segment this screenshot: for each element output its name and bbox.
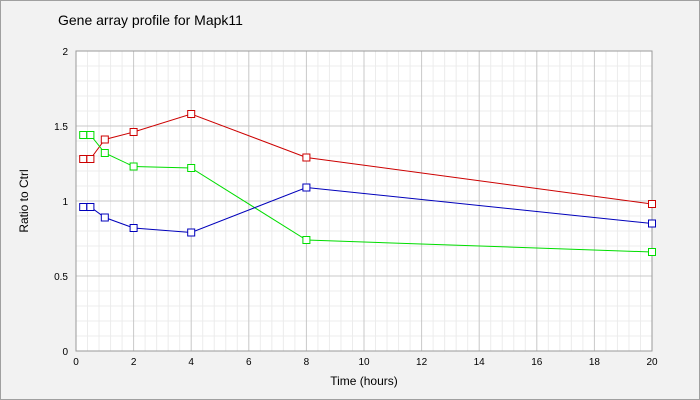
data-point-marker (129, 162, 138, 171)
data-point-marker (648, 200, 656, 208)
x-tick-label: 10 (358, 357, 370, 368)
data-point-marker (187, 110, 196, 118)
data-point-marker (100, 213, 109, 222)
x-tick-label: 6 (246, 357, 252, 368)
data-point-marker (129, 224, 138, 232)
data-point-marker (79, 203, 88, 211)
y-tick-label: 1 (62, 197, 68, 208)
data-point-marker (79, 131, 88, 139)
data-point-marker (86, 155, 95, 163)
data-point-marker (648, 248, 656, 256)
series-2 (79, 131, 656, 256)
data-point-marker (129, 128, 138, 136)
data-point-marker (100, 149, 109, 157)
data-point-marker (187, 164, 196, 172)
series-layer (79, 110, 656, 256)
x-tick-label: 12 (416, 357, 428, 368)
data-point-marker (302, 153, 311, 162)
x-tick-label: 16 (531, 357, 543, 368)
series-3 (79, 183, 656, 237)
data-point-marker (100, 135, 109, 144)
y-axis-ticks: 0 0.5 1 1.5 2 (54, 47, 68, 358)
data-point-marker (187, 228, 196, 237)
x-tick-label: 8 (304, 357, 310, 368)
y-axis-label: Ratio to Ctrl (17, 169, 31, 232)
data-point-marker (302, 183, 311, 192)
data-point-marker (648, 219, 656, 228)
x-tick-label: 4 (188, 357, 194, 368)
data-point-marker (79, 155, 88, 163)
x-tick-label: 18 (589, 357, 601, 368)
data-point-marker (302, 236, 311, 244)
x-axis-ticks: 0 2 4 6 8 10 12 14 16 18 20 (73, 357, 658, 368)
x-tick-label: 2 (131, 357, 137, 368)
y-tick-label: 0.5 (54, 272, 68, 283)
x-tick-label: 20 (646, 357, 658, 368)
x-tick-label: 0 (73, 357, 79, 368)
series-1 (79, 110, 656, 208)
y-tick-label: 1.5 (54, 122, 68, 133)
chart-title: Gene array profile for Mapk11 (58, 12, 243, 28)
y-tick-label: 2 (62, 47, 68, 58)
data-point-marker (86, 203, 95, 211)
y-tick-label: 0 (62, 347, 68, 358)
data-point-marker (86, 131, 95, 139)
x-axis-label: Time (hours) (330, 374, 398, 388)
x-tick-label: 14 (474, 357, 486, 368)
